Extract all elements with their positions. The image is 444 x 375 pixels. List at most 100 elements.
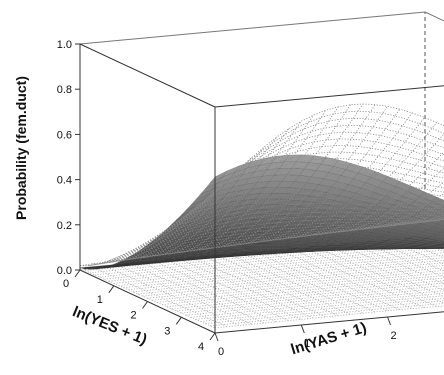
z-tick-label: 1.0 [57,39,72,51]
mesh-line [314,133,444,236]
mesh-line [84,220,430,267]
x-tick-label: 4 [198,341,204,353]
mesh-line [166,259,302,320]
lower-band-mesh [79,236,444,329]
y-tick-label: 1 [304,338,310,350]
box-edge-top-front [79,43,216,108]
mesh-line [209,110,444,197]
mesh-line [351,181,444,231]
mesh-line [190,257,327,318]
mesh-line [99,244,444,278]
mesh-line [176,157,444,223]
mesh-line [116,157,253,262]
box-edge-top-back-right [424,11,444,22]
mesh-line [412,217,444,223]
box-edge-top-back-left [79,11,426,45]
mesh-line [375,202,444,228]
z-tick-label: 0.4 [57,175,72,187]
mesh-line [94,219,440,266]
mesh-line [178,114,314,253]
surfaces [79,103,444,329]
z-axis-label: Probability (fem.duct) [13,76,29,220]
mesh-line [387,209,444,226]
mesh-line [240,252,376,313]
mesh-line [200,297,444,322]
z-tick-label: 0.8 [57,84,72,96]
mesh-line [128,259,444,291]
mesh-line [166,170,444,230]
mesh-line [142,197,444,245]
mesh-line [118,254,444,286]
z-tick-label: 0.6 [57,129,72,141]
x-tick-mark [142,301,148,309]
mesh-line [161,176,444,233]
z-tick-label: 0.2 [57,220,72,232]
mesh-line [200,124,444,205]
mesh-line [152,187,444,239]
mesh-line [313,245,444,304]
mesh-line [363,241,444,278]
mesh-line [113,252,444,284]
surface-facet [210,170,228,183]
mesh-line [338,167,444,232]
mesh-line [326,244,444,298]
surface-facet [434,231,444,237]
mesh-line [108,218,444,261]
mesh-line [400,214,444,225]
mesh-line [92,179,228,265]
x-tick-label: 0 [63,278,69,290]
x-tick-mark [74,269,81,278]
x-tick-mark [175,317,182,325]
mesh-line [195,131,444,209]
mesh-line [118,215,444,258]
box-edge-top-right [214,85,444,108]
mesh-line [104,265,240,326]
y-tick-mark [300,324,305,334]
mesh-line [89,220,435,266]
mesh-line [123,257,444,288]
x-tick-mark [108,285,115,294]
mesh-line [129,263,265,324]
mesh-line [137,202,444,248]
x-tick-label: 2 [130,310,136,322]
mesh-line [264,108,401,242]
mesh-line [142,267,444,297]
mesh-line [108,249,444,282]
mesh-line [289,117,425,239]
x-tick-mark [209,332,216,341]
y-tick-label: 2 [390,330,396,342]
y-tick-mark [214,332,219,342]
mesh-line [147,270,444,299]
surface-facet [406,186,425,197]
mesh-line [277,112,413,240]
z-tick-label: 0.0 [57,265,72,277]
mesh-line [153,128,290,257]
mesh-line [137,264,444,295]
mesh-line [252,250,388,312]
mesh-line [276,248,413,309]
y-tick-mark [387,316,391,326]
mesh-line [132,262,444,293]
mesh-line [289,247,425,308]
mesh-line [190,138,444,212]
axis-ticks: 0.00.20.40.60.81.00123401234 [57,39,397,358]
mesh-line [264,249,400,310]
x-tick-label: 1 [97,294,103,306]
x-tick-label: 3 [164,325,170,337]
mesh-line [375,240,444,272]
mesh-line [227,103,364,247]
upper-band-mesh [79,103,444,267]
mesh-line [203,106,339,250]
mesh-line [185,145,444,216]
mesh-line [338,243,444,291]
mesh-line [363,192,444,229]
mesh-line [215,254,351,315]
surface-facet [432,239,444,244]
surface-facet [429,233,444,239]
mesh-line [104,247,444,280]
mesh-line [350,242,444,285]
mesh-line [301,246,437,307]
mesh-line [326,151,444,234]
